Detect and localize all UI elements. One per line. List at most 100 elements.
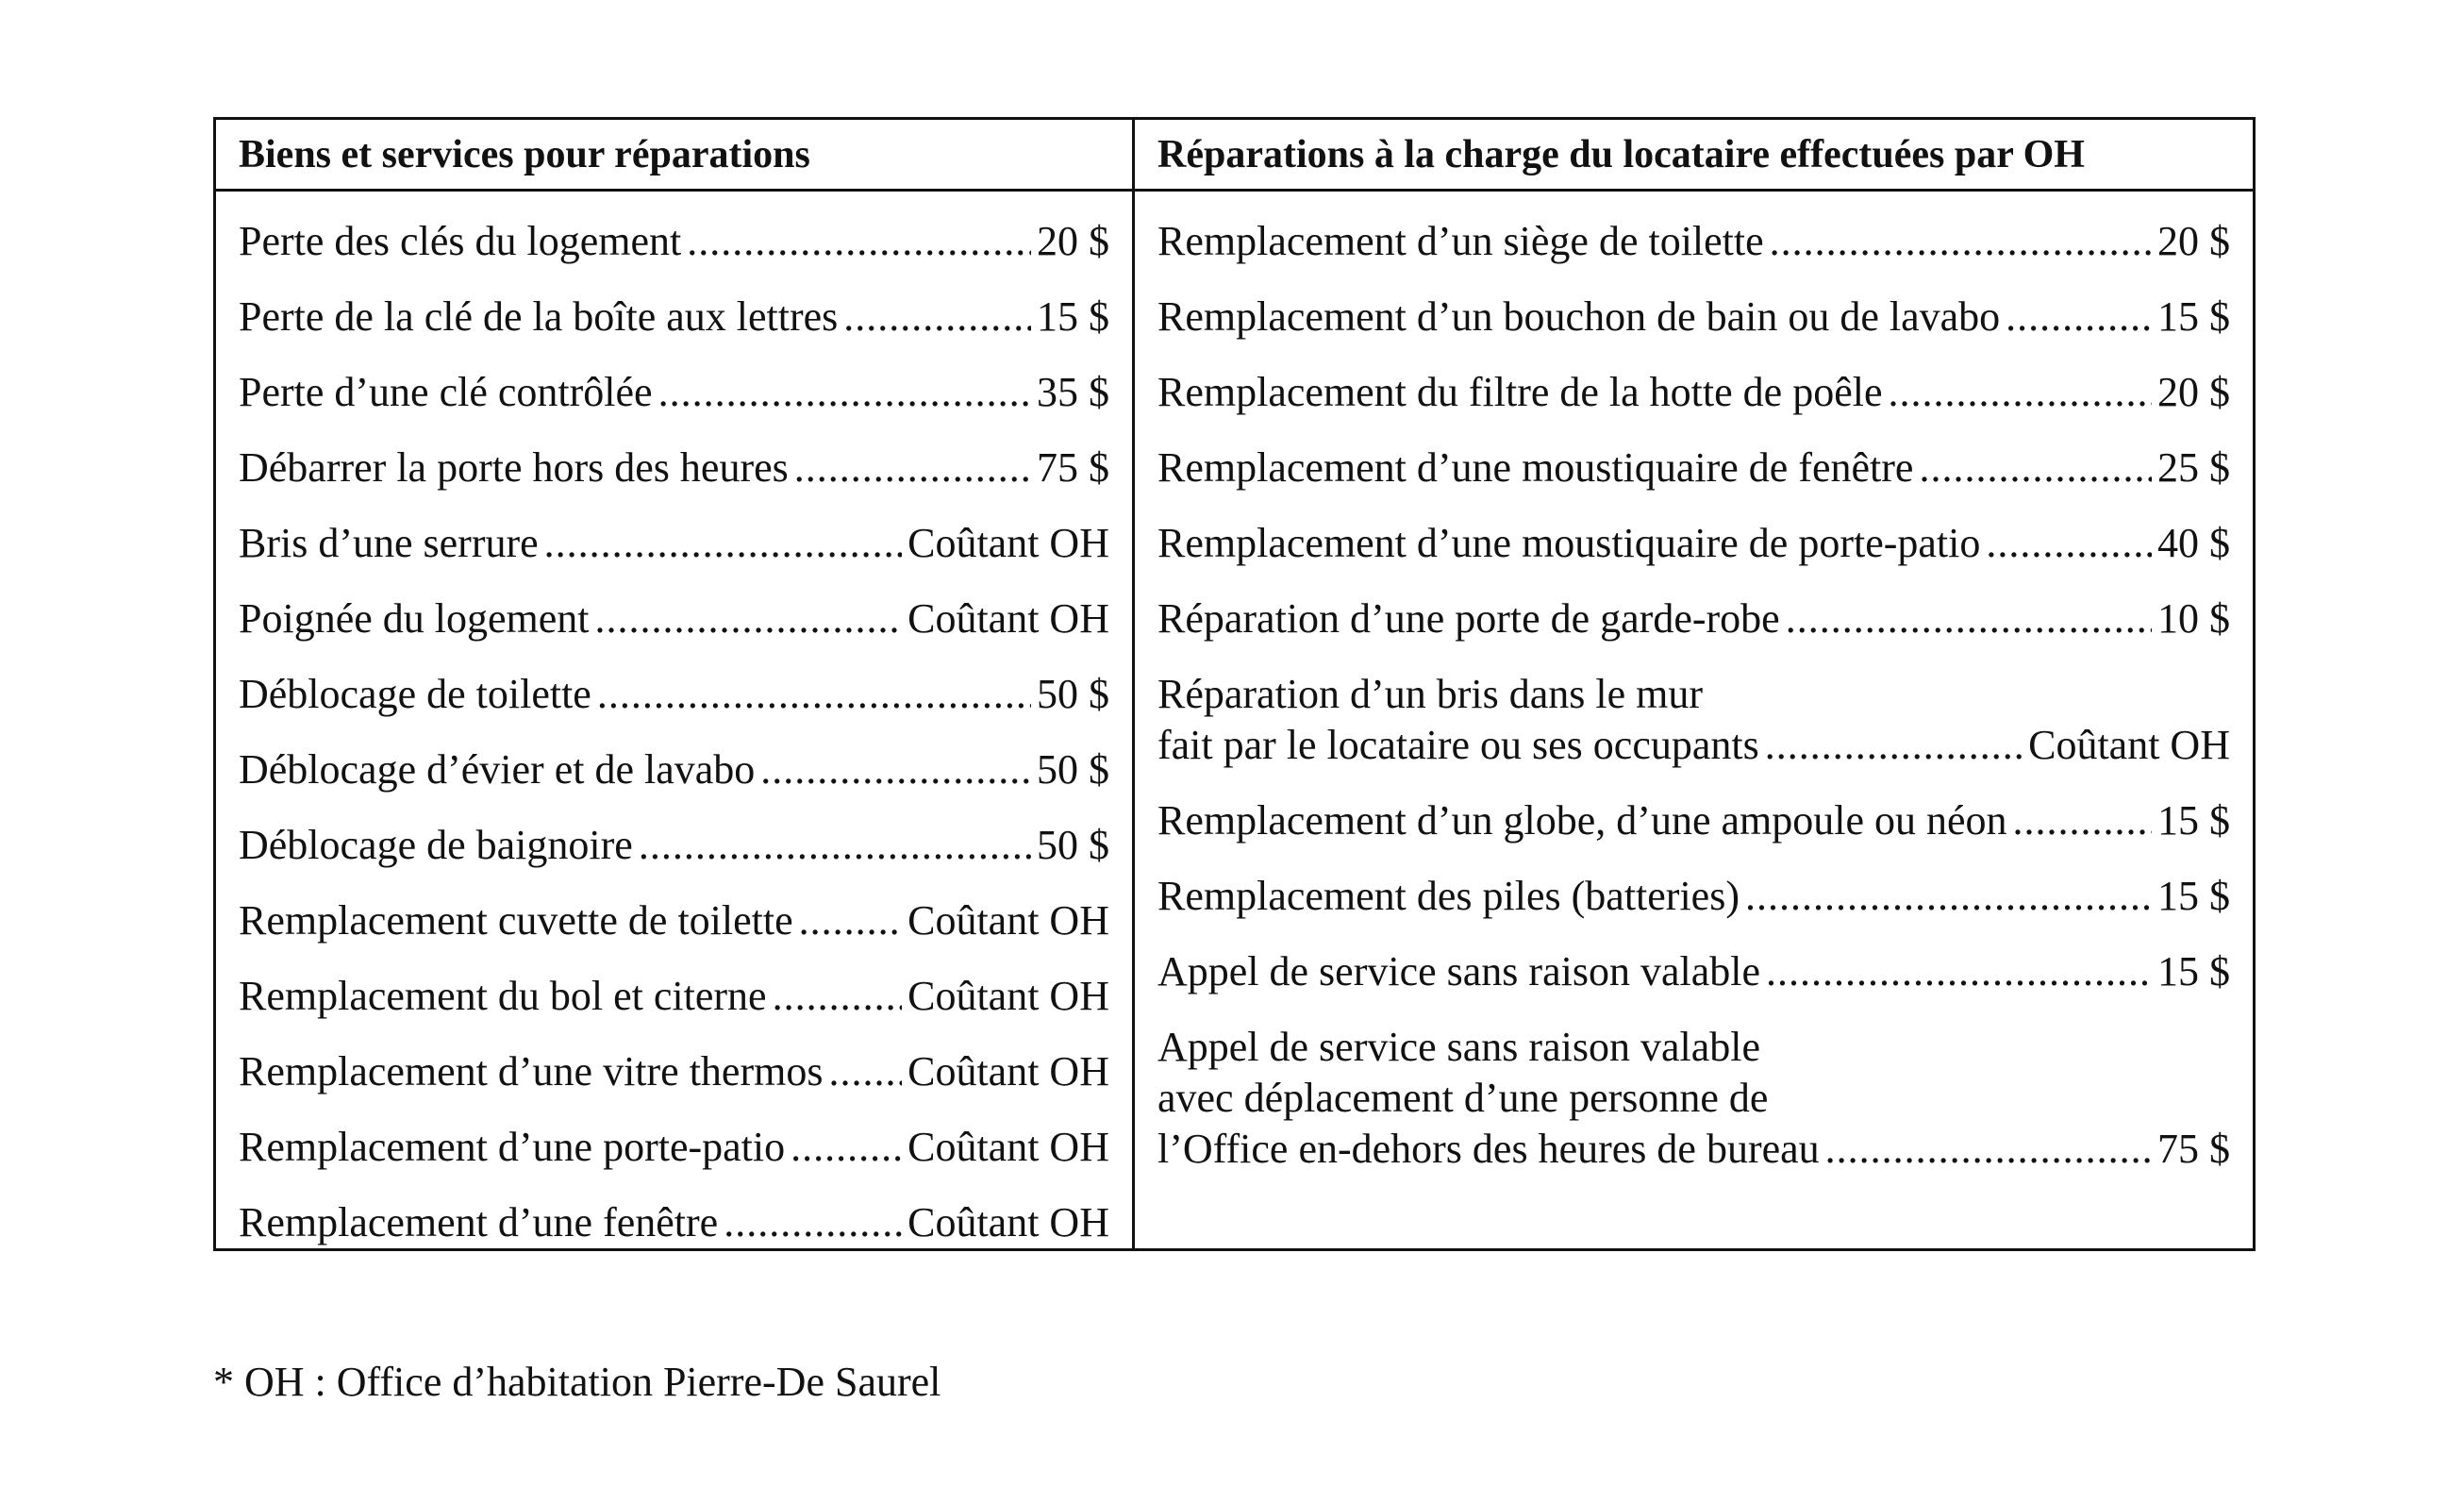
item-label: Remplacement d’un siège de toilette xyxy=(1157,218,1764,264)
item-line: Remplacement d’un siège de toilette 20 $ xyxy=(1157,216,2230,267)
item-line: Remplacement d’un bouchon de bain ou de … xyxy=(1157,292,2230,343)
price-item: Déblocage de baignoire 50 $ xyxy=(239,820,1109,871)
item-price: Coûtant OH xyxy=(907,1048,1109,1095)
item-price: 75 $ xyxy=(1037,444,1109,491)
dot-leader xyxy=(658,367,1031,418)
dot-leader xyxy=(2013,795,2152,846)
item-price: 15 $ xyxy=(1037,293,1109,340)
footnote: * OH : Office d’habitation Pierre-De Sau… xyxy=(213,1359,941,1405)
item-label: Perte des clés du logement xyxy=(239,218,682,264)
item-price: 15 $ xyxy=(2157,293,2230,340)
dot-leader xyxy=(544,518,902,569)
dot-leader xyxy=(2006,292,2152,343)
price-item: Perte des clés du logement 20 $ xyxy=(239,216,1109,267)
item-label: Remplacement d’une moustiquaire de porte… xyxy=(1157,520,1981,566)
item-price: 75 $ xyxy=(2157,1126,2230,1172)
price-item: Remplacement d’une vitre thermos Coûtant … xyxy=(239,1046,1109,1097)
item-price: 50 $ xyxy=(1037,746,1109,793)
dot-leader xyxy=(843,292,1031,343)
item-line: Perte d’une clé contrôlée 35 $ xyxy=(239,367,1109,418)
item-line: Perte des clés du logement 20 $ xyxy=(239,216,1109,267)
column: Remplacement d’un siège de toilette20 $R… xyxy=(1135,192,2253,1248)
item-label: Appel de service sans raison valable xyxy=(1157,948,1760,994)
item-price: 50 $ xyxy=(1037,671,1109,717)
dot-leader xyxy=(1786,593,2152,644)
price-item: Appel de service sans raison valable 15 $ xyxy=(1157,946,2230,997)
item-line: Bris d’une serrure Coûtant OH xyxy=(239,518,1109,569)
price-item: Remplacement d’une porte-patio Coûtant OH xyxy=(239,1122,1109,1173)
item-label: l’Office en-dehors des heures de bureau xyxy=(1157,1126,1820,1172)
item-price: Coûtant OH xyxy=(2028,722,2230,768)
price-item: Remplacement du bol et citerne Coûtant OH xyxy=(239,971,1109,1022)
dot-leader xyxy=(1986,518,2152,569)
price-item: Remplacement d’une moustiquaire de porte… xyxy=(1157,518,2230,569)
price-item: Déblocage d’évier et de lavabo 50 $ xyxy=(239,744,1109,795)
item-price: Coûtant OH xyxy=(907,520,1109,566)
item-label: Perte d’une clé contrôlée xyxy=(239,369,653,415)
item-label: Remplacement d’une moustiquaire de fenêt… xyxy=(1157,444,1914,491)
item-label: Remplacement d’un bouchon de bain ou de … xyxy=(1157,293,2001,340)
item-price: 25 $ xyxy=(2157,444,2230,491)
price-item: Remplacement d’une moustiquaire de fenêt… xyxy=(1157,443,2230,493)
item-line: Perte de la clé de la boîte aux lettres 1… xyxy=(239,292,1109,343)
item-line: Remplacement du bol et citerne Coûtant OH xyxy=(239,971,1109,1022)
item-line: l’Office en-dehors des heures de bureau 7… xyxy=(1157,1124,2230,1175)
item-label: Remplacement des piles (batteries) xyxy=(1157,873,1740,919)
dot-leader xyxy=(1919,443,2152,493)
item-line: Appel de service sans raison valable 15 $ xyxy=(1157,946,2230,997)
dot-leader xyxy=(724,1197,902,1248)
price-item: Déblocage de toilette 50 $ xyxy=(239,669,1109,720)
item-price: 10 $ xyxy=(2157,595,2230,642)
price-item: Réparation d’un bris dans le mur fait par… xyxy=(1157,669,2230,771)
price-item: Débarrer la porte hors des heures 75 $ xyxy=(239,443,1109,493)
item-line: Remplacement d’une moustiquaire de porte… xyxy=(1157,518,2230,569)
dot-leader xyxy=(760,744,1031,795)
item-line: Remplacement du filtre de la hotte de po… xyxy=(1157,367,2230,418)
item-label: Remplacement d’une fenêtre xyxy=(239,1199,719,1245)
column-header: Biens et services pour réparations xyxy=(216,120,1135,192)
item-line: Remplacement d’un globe, d’une ampoule o… xyxy=(1157,795,2230,846)
dot-leader xyxy=(799,895,902,946)
price-item: Remplacement cuvette de toilette Coûtant … xyxy=(239,895,1109,946)
item-line: Remplacement cuvette de toilette Coûtant … xyxy=(239,895,1109,946)
item-label: Appel de service sans raison valable xyxy=(1157,1024,1760,1070)
item-price: Coûtant OH xyxy=(907,973,1109,1019)
item-line: Remplacement d’une moustiquaire de fenêt… xyxy=(1157,443,2230,493)
item-label: Remplacement du bol et citerne xyxy=(239,973,767,1019)
item-line: Déblocage de toilette 50 $ xyxy=(239,669,1109,720)
item-price: 15 $ xyxy=(2157,797,2230,844)
item-line: Remplacement des piles (batteries) 15 $ xyxy=(1157,871,2230,922)
item-price: 50 $ xyxy=(1037,822,1109,868)
item-label: Réparation d’un bris dans le mur xyxy=(1157,671,1703,717)
item-label: Remplacement d’une porte-patio xyxy=(239,1124,786,1170)
item-label: Remplacement d’un globe, d’une ampoule o… xyxy=(1157,797,2007,844)
dot-leader xyxy=(828,1046,902,1097)
item-label: Remplacement cuvette de toilette xyxy=(239,897,793,944)
item-line: Déblocage de baignoire 50 $ xyxy=(239,820,1109,871)
price-item: Remplacement d’un siège de toilette 20 $ xyxy=(1157,216,2230,267)
item-label: Bris d’une serrure xyxy=(239,520,539,566)
item-price: Coûtant OH xyxy=(907,1124,1109,1170)
item-line: Déblocage d’évier et de lavabo 50 $ xyxy=(239,744,1109,795)
item-price: 35 $ xyxy=(1037,369,1109,415)
dot-leader xyxy=(1888,367,2152,418)
price-item: Remplacement du filtre de la hotte de po… xyxy=(1157,367,2230,418)
price-table: Biens et services pour réparations Répar… xyxy=(213,117,2256,1251)
dot-leader xyxy=(791,1122,902,1173)
item-price: Coûtant OH xyxy=(907,1199,1109,1245)
item-line: Remplacement d’une fenêtre Coûtant OH xyxy=(239,1197,1109,1248)
item-label: avec déplacement d’une personne de xyxy=(1157,1075,1769,1121)
price-item: Poignée du logement Coûtant OH xyxy=(239,593,1109,644)
item-price: 20 $ xyxy=(2157,218,2230,264)
item-price: Coûtant OH xyxy=(907,595,1109,642)
item-label: fait par le locataire ou ses occupants xyxy=(1157,722,1759,768)
column-header: Réparations à la charge du locataire eff… xyxy=(1135,120,2253,192)
item-line: Réparation d’une porte de garde-robe 10 $ xyxy=(1157,593,2230,644)
dot-leader xyxy=(1766,946,2152,997)
dot-leader xyxy=(597,669,1031,720)
item-line: Débarrer la porte hors des heures 75 $ xyxy=(239,443,1109,493)
item-price: 15 $ xyxy=(2157,873,2230,919)
item-label: Perte de la clé de la boîte aux lettres xyxy=(239,293,839,340)
price-item: Remplacement des piles (batteries) 15 $ xyxy=(1157,871,2230,922)
